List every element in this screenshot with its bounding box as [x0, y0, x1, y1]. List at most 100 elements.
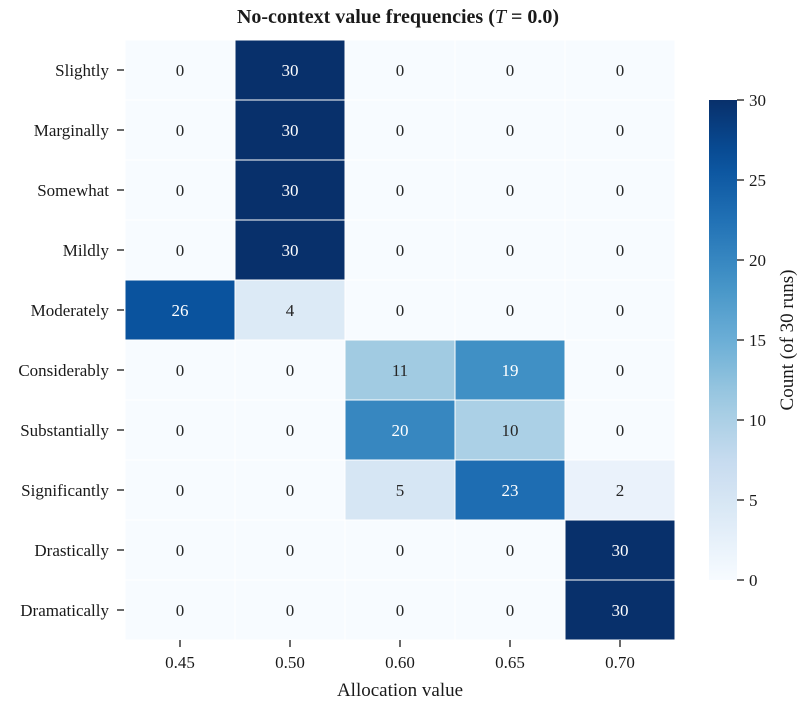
cell-value-label: 0: [616, 181, 625, 200]
heatmap-cell: [564, 99, 676, 161]
heatmap-cell: [344, 339, 456, 401]
cell-value-label: 0: [176, 61, 185, 80]
heatmap-cell: [344, 99, 456, 161]
heatmap-cell: [344, 579, 456, 641]
heatmap-cell: [454, 39, 566, 101]
heatmap-cell: [454, 159, 566, 221]
cell-value-label: 30: [282, 61, 299, 80]
cell-value-label: 4: [286, 301, 295, 320]
cell-value-label: 0: [506, 181, 515, 200]
cell-value-label: 0: [176, 541, 185, 560]
heatmap-cell: [344, 159, 456, 221]
chart-title: No-context value frequencies (T = 0.0): [237, 6, 559, 28]
heatmap-cell: [564, 459, 676, 521]
cell-value-label: 30: [282, 181, 299, 200]
heatmap-cell: [454, 339, 566, 401]
heatmap-cell: [344, 519, 456, 581]
cell-value-label: 0: [616, 301, 625, 320]
cell-value-label: 0: [176, 121, 185, 140]
cell-value-label: 30: [612, 541, 629, 560]
cell-value-label: 30: [282, 241, 299, 260]
cell-value-label: 0: [396, 601, 405, 620]
cell-value-label: 0: [506, 541, 515, 560]
colorbar-tick-label: 10: [749, 411, 766, 430]
colorbar-tick-label: 0: [749, 571, 758, 590]
heatmap-cell: [454, 459, 566, 521]
heatmap-cell: [124, 279, 236, 341]
y-tick-label: Significantly: [21, 481, 109, 500]
colorbar-tick-label: 25: [749, 171, 766, 190]
heatmap-cell: [234, 159, 346, 221]
cell-value-label: 0: [286, 481, 295, 500]
cell-value-label: 0: [286, 541, 295, 560]
colorbar-label: Count (of 30 runs): [777, 270, 798, 411]
cell-value-label: 2: [616, 481, 625, 500]
cell-value-label: 0: [176, 181, 185, 200]
y-tick-label: Slightly: [55, 61, 109, 80]
heatmap-cell: [124, 99, 236, 161]
heatmap-cell: [234, 219, 346, 281]
cell-value-label: 0: [176, 241, 185, 260]
heatmap-cell: [124, 399, 236, 461]
x-tick-label: 0.45: [165, 653, 195, 672]
heatmap-cell: [454, 579, 566, 641]
x-axis-label: Allocation value: [337, 680, 463, 701]
cell-value-label: 0: [506, 301, 515, 320]
cell-value-label: 26: [172, 301, 189, 320]
heatmap-cell: [234, 459, 346, 521]
cell-value-label: 30: [282, 121, 299, 140]
x-tick-label: 0.60: [385, 653, 415, 672]
cell-value-label: 30: [612, 601, 629, 620]
cell-value-label: 11: [392, 361, 408, 380]
heatmap-cell: [344, 219, 456, 281]
heatmap-cell: [564, 219, 676, 281]
y-tick-label: Marginally: [34, 121, 110, 140]
heatmap-cell: [344, 279, 456, 341]
colorbar-tick-label: 5: [749, 491, 758, 510]
cell-value-label: 0: [396, 241, 405, 260]
x-tick-label: 0.70: [605, 653, 635, 672]
heatmap-cell: [564, 519, 676, 581]
heatmap-cell: [234, 519, 346, 581]
cell-value-label: 0: [616, 121, 625, 140]
cell-value-label: 0: [616, 241, 625, 260]
cell-value-label: 0: [616, 421, 625, 440]
heatmap-cells: 0 30 0 0 0 0 30 0 0 0 0 30 0 0 0 0 30 0 0 0 26 4 0 0 0 0 0 11 19 0 0 0 2…: [124, 39, 676, 641]
cell-value-label: 19: [502, 361, 519, 380]
cell-value-label: 0: [396, 121, 405, 140]
cell-value-label: 10: [502, 421, 519, 440]
heatmap-cell: [124, 219, 236, 281]
colorbar: 0 5 10 15 20 25 30 Count (of 30 runs): [709, 91, 798, 590]
heatmap-cell: [124, 579, 236, 641]
cell-value-label: 0: [176, 361, 185, 380]
cell-value-label: 0: [506, 601, 515, 620]
heatmap-cell: [234, 579, 346, 641]
cell-value-label: 0: [286, 361, 295, 380]
colorbar-gradient: [709, 100, 737, 580]
heatmap-cell: [564, 159, 676, 221]
cell-value-label: 0: [396, 301, 405, 320]
heatmap-cell: [344, 39, 456, 101]
cell-value-label: 0: [506, 61, 515, 80]
cell-value-label: 0: [286, 601, 295, 620]
y-tick-label: Considerably: [18, 361, 109, 380]
cell-value-label: 0: [286, 421, 295, 440]
colorbar-tick-label: 30: [749, 91, 766, 110]
heatmap-cell: [234, 339, 346, 401]
heatmap-cell: [124, 459, 236, 521]
y-tick-label: Substantially: [20, 421, 109, 440]
cell-value-label: 0: [176, 601, 185, 620]
heatmap-cell: [564, 399, 676, 461]
y-tick-label: Mildly: [63, 241, 110, 260]
y-tick-label: Drastically: [34, 541, 109, 560]
cell-value-label: 0: [506, 121, 515, 140]
colorbar-tick-label: 20: [749, 251, 766, 270]
colorbar-tick-label: 15: [749, 331, 766, 350]
y-tick-label: Moderately: [31, 301, 110, 320]
heatmap-cell: [234, 39, 346, 101]
cell-value-label: 0: [396, 181, 405, 200]
heatmap-cell: [564, 579, 676, 641]
heatmap-cell: [454, 219, 566, 281]
cell-value-label: 0: [396, 61, 405, 80]
